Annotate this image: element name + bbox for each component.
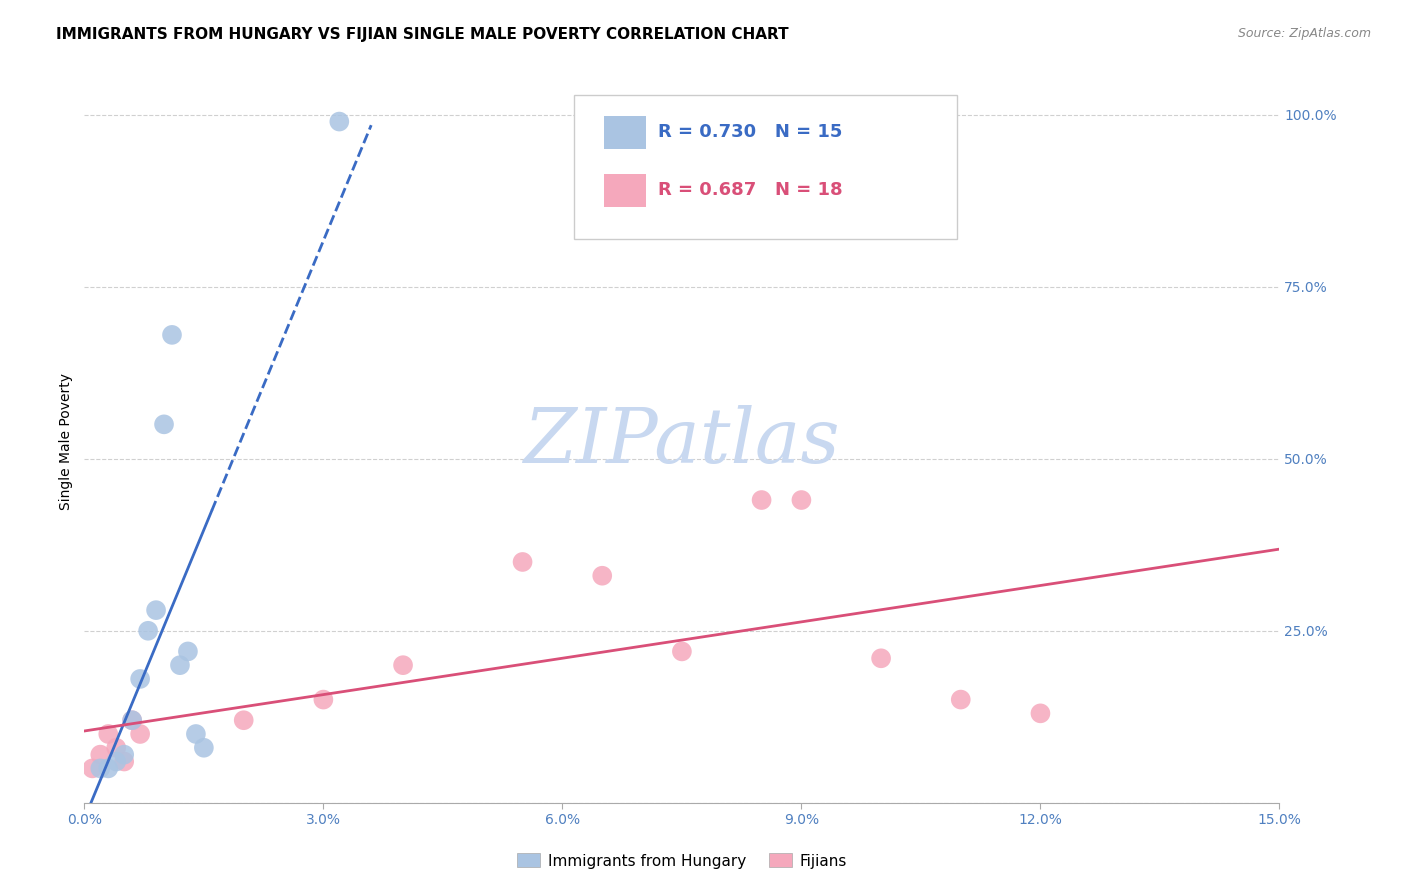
- Point: [82, 761, 104, 775]
- FancyBboxPatch shape: [575, 95, 957, 239]
- Text: Source: ZipAtlas.com: Source: ZipAtlas.com: [1237, 27, 1371, 40]
- Point: [97, 761, 120, 775]
- Point: [121, 713, 143, 727]
- Point: [184, 727, 207, 741]
- Point: [121, 713, 143, 727]
- Point: [591, 568, 613, 582]
- Point: [97, 727, 120, 741]
- Point: [870, 651, 893, 665]
- FancyBboxPatch shape: [605, 116, 647, 149]
- Point: [949, 692, 972, 706]
- Point: [112, 755, 135, 769]
- Text: R = 0.730   N = 15: R = 0.730 N = 15: [658, 123, 842, 141]
- Point: [671, 644, 693, 658]
- Point: [89, 761, 111, 775]
- Point: [145, 603, 167, 617]
- Y-axis label: Single Male Poverty: Single Male Poverty: [59, 373, 73, 510]
- Point: [751, 493, 773, 508]
- Point: [89, 747, 111, 762]
- Point: [312, 692, 335, 706]
- Point: [105, 755, 128, 769]
- Point: [129, 727, 152, 741]
- Text: IMMIGRANTS FROM HUNGARY VS FIJIAN SINGLE MALE POVERTY CORRELATION CHART: IMMIGRANTS FROM HUNGARY VS FIJIAN SINGLE…: [56, 27, 789, 42]
- Point: [193, 740, 215, 755]
- Point: [512, 555, 534, 569]
- Point: [160, 327, 183, 342]
- Text: ZIPatlas: ZIPatlas: [523, 405, 841, 478]
- Point: [790, 493, 813, 508]
- Point: [169, 658, 191, 673]
- Point: [136, 624, 159, 638]
- FancyBboxPatch shape: [605, 174, 647, 207]
- Point: [129, 672, 152, 686]
- Legend: Immigrants from Hungary, Fijians: Immigrants from Hungary, Fijians: [510, 847, 853, 875]
- Text: R = 0.687   N = 18: R = 0.687 N = 18: [658, 181, 842, 199]
- Point: [232, 713, 254, 727]
- Point: [328, 114, 350, 128]
- Point: [177, 644, 200, 658]
- Point: [112, 747, 135, 762]
- Point: [153, 417, 176, 432]
- Point: [1029, 706, 1052, 721]
- Point: [105, 740, 128, 755]
- Point: [392, 658, 415, 673]
